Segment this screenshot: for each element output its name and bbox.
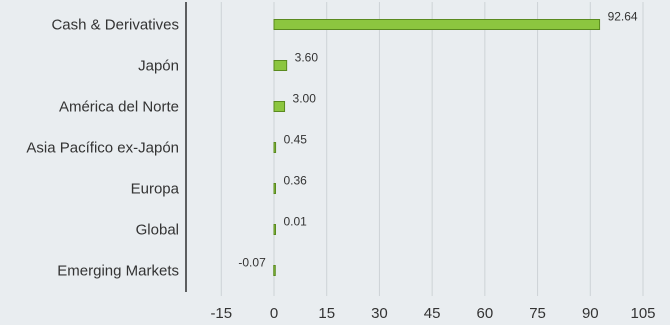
x-tick-label: 90 [582, 305, 599, 322]
data-label: 3.60 [295, 51, 319, 65]
bar [273, 183, 276, 194]
bar [273, 60, 288, 71]
bar [273, 265, 276, 276]
x-tick-label: 30 [371, 305, 388, 322]
data-label: 0.01 [284, 215, 308, 229]
x-tick-label: 15 [318, 305, 335, 322]
bar [273, 19, 601, 30]
category-label: Europa [131, 181, 180, 198]
x-tick-label: -15 [210, 305, 232, 322]
x-tick-label: 75 [529, 305, 546, 322]
bar [273, 142, 277, 153]
data-label: 0.45 [284, 133, 308, 147]
category-label: Asia Pacífico ex-Japón [26, 140, 179, 157]
category-label: Japón [138, 58, 179, 75]
x-tick-label: 45 [424, 305, 441, 322]
x-tick-label: 0 [270, 305, 278, 322]
data-label: 3.00 [293, 92, 317, 106]
bar [273, 101, 286, 112]
x-tick-label: 60 [477, 305, 494, 322]
bar [273, 224, 276, 235]
category-label: América del Norte [59, 99, 179, 116]
data-label: -0.07 [238, 256, 266, 270]
data-label: 92.64 [608, 10, 638, 24]
data-label: 0.36 [284, 174, 308, 188]
category-label: Emerging Markets [57, 263, 179, 280]
x-tick-label: 105 [630, 305, 655, 322]
category-label: Global [136, 222, 179, 239]
category-label: Cash & Derivatives [51, 17, 179, 34]
